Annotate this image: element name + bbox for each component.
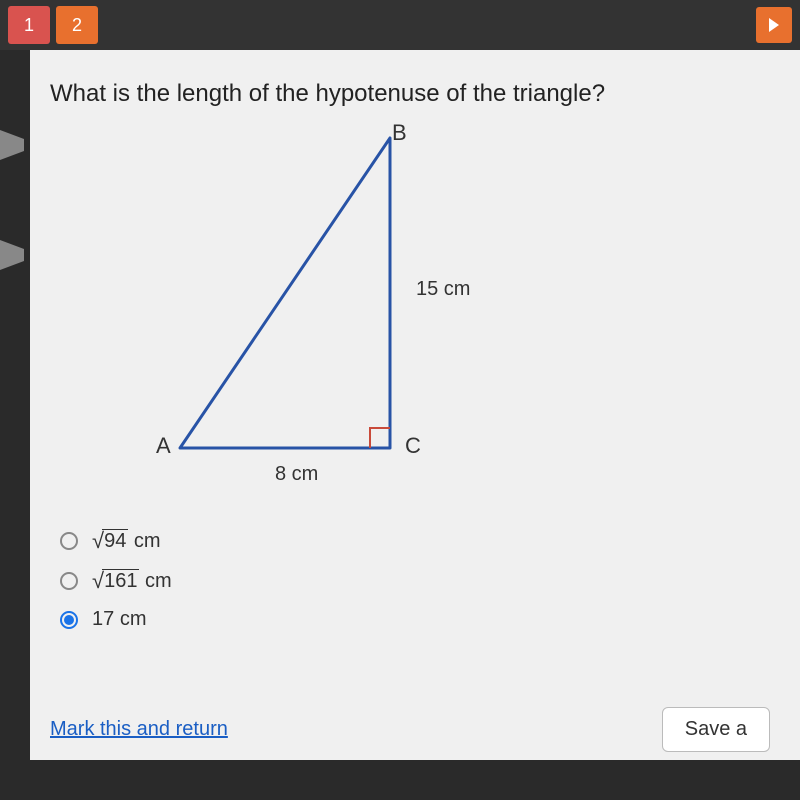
- play-icon: [767, 16, 781, 34]
- mark-return-link[interactable]: Mark this and return: [50, 718, 228, 741]
- answer-1-value: √94 cm: [92, 528, 161, 554]
- side-ac-label: 8 cm: [275, 463, 318, 486]
- vertex-c-label: C: [405, 433, 421, 459]
- top-nav-bar: 1 2: [0, 0, 800, 50]
- vertex-a-label: A: [156, 433, 171, 459]
- radio-3[interactable]: [60, 611, 78, 629]
- save-button[interactable]: Save a: [662, 707, 770, 752]
- next-button[interactable]: [756, 7, 792, 43]
- answer-options: √94 cm √161 cm 17 cm: [50, 528, 770, 631]
- side-tab-2[interactable]: [0, 240, 24, 270]
- triangle-svg: [170, 128, 570, 488]
- side-tab-1[interactable]: [0, 130, 24, 160]
- triangle-diagram: B A C 15 cm 8 cm: [170, 128, 570, 488]
- vertex-b-label: B: [392, 120, 407, 146]
- answer-option-1[interactable]: √94 cm: [60, 528, 770, 554]
- answer-3-value: 17 cm: [92, 608, 146, 631]
- side-bc-label: 15 cm: [416, 278, 470, 301]
- tab-2[interactable]: 2: [56, 6, 98, 44]
- radio-1[interactable]: [60, 532, 78, 550]
- radio-2[interactable]: [60, 572, 78, 590]
- tab-1[interactable]: 1: [8, 6, 50, 44]
- footer-row: Mark this and return Save a: [50, 707, 770, 760]
- question-panel: What is the length of the hypotenuse of …: [30, 50, 800, 760]
- answer-option-2[interactable]: √161 cm: [60, 568, 770, 594]
- question-text: What is the length of the hypotenuse of …: [50, 80, 770, 108]
- answer-option-3[interactable]: 17 cm: [60, 608, 770, 631]
- answer-2-value: √161 cm: [92, 568, 172, 594]
